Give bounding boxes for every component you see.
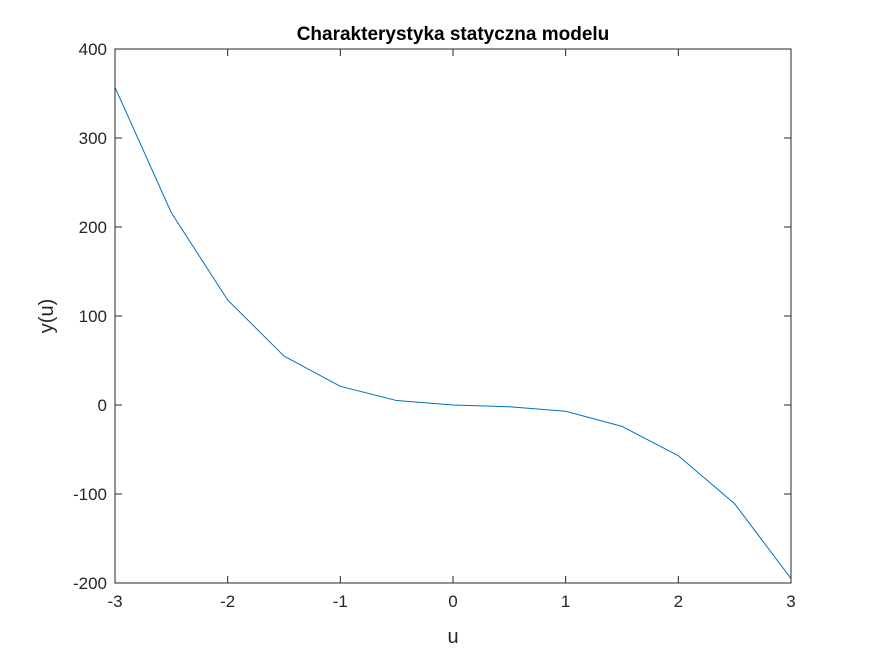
y-axis-label: y(u) <box>36 299 58 333</box>
x-tick-label: -3 <box>107 592 122 611</box>
y-tick-label: 300 <box>79 129 107 148</box>
x-tick-label: 2 <box>674 592 683 611</box>
x-axis-label: u <box>447 626 458 648</box>
y-tick-label: 100 <box>79 307 107 326</box>
x-tick-label: 0 <box>448 592 457 611</box>
y-tick-label: -200 <box>73 574 107 593</box>
x-tick-labels: -3 -2 -1 0 1 2 3 <box>107 592 795 611</box>
y-tick-label: 200 <box>79 218 107 237</box>
y-tick-labels: -200 -100 0 100 200 300 400 <box>73 40 107 593</box>
x-tick-label: 3 <box>786 592 795 611</box>
series-line-1 <box>114 87 792 579</box>
y-tick-label: 400 <box>79 40 107 59</box>
x-tick-label: 1 <box>561 592 570 611</box>
axes-background <box>115 49 791 583</box>
axes-box <box>114 48 792 584</box>
x-tick-label: -1 <box>333 592 348 611</box>
series-layer <box>114 87 792 579</box>
chart-title: Charakterystyka statyczna modelu <box>297 24 610 45</box>
y-tick-label: 0 <box>98 396 107 415</box>
y-tick-label: -100 <box>73 485 107 504</box>
x-tick-label: -2 <box>220 592 235 611</box>
